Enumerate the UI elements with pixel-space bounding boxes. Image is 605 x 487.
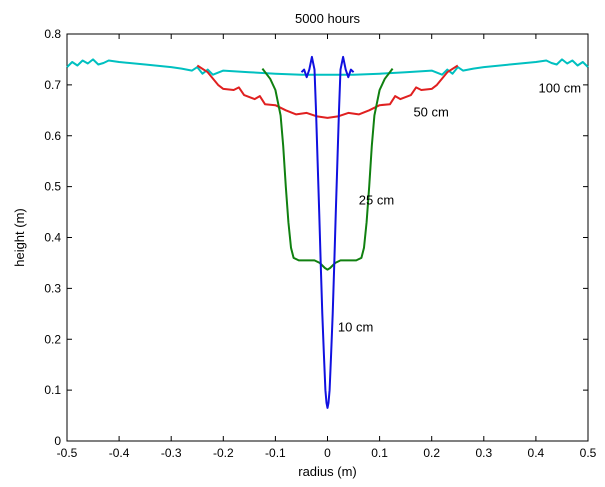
series-line-4 [300, 55, 355, 409]
x-tick-label: -0.1 [265, 446, 286, 460]
series-line-1 [66, 58, 589, 76]
x-axis-label: radius (m) [298, 464, 357, 479]
annotation-layer: 100 cm 50 cm 25 cm 10 cm [338, 81, 581, 335]
x-tick-label: 0 [324, 446, 331, 460]
plot-area [66, 33, 589, 442]
y-tick-label: 0.7 [44, 78, 61, 92]
x-tick-label: 0.1 [371, 446, 388, 460]
x-tick-label: -0.3 [161, 446, 182, 460]
series-line-2 [196, 64, 459, 119]
y-axis-ticks: 0 0.1 0.2 0.3 0.4 0.5 0.6 0.7 0.8 [44, 27, 588, 448]
x-axis-ticks: -0.5 -0.4 -0.3 -0.2 -0.1 0 0.1 0.2 0.3 0.4 0.5 [57, 34, 597, 460]
x-tick-label: 0.4 [528, 446, 545, 460]
annotation-label-1: 100 cm [539, 81, 582, 96]
y-tick-label: 0.6 [44, 129, 61, 143]
series-layer [66, 55, 589, 409]
x-tick-label: 0.2 [423, 446, 440, 460]
x-tick-label: 0.5 [580, 446, 597, 460]
y-tick-label: 0.4 [44, 231, 61, 245]
y-tick-label: 0.5 [44, 180, 61, 194]
y-tick-label: 0.2 [44, 332, 61, 346]
y-axis-label: height (m) [12, 208, 27, 267]
chart-title: 5000 hours [295, 11, 361, 26]
x-tick-label: -0.4 [109, 446, 130, 460]
x-tick-label: -0.5 [57, 446, 78, 460]
annotation-label-2: 50 cm [413, 104, 448, 119]
y-tick-label: 0.3 [44, 281, 61, 295]
annotation-label-4: 10 cm [338, 320, 373, 335]
y-tick-label: 0.8 [44, 27, 61, 41]
y-tick-label: 0.1 [44, 383, 61, 397]
y-tick-label: 0 [54, 434, 61, 448]
annotation-label-3: 25 cm [359, 192, 394, 207]
x-tick-label: 0.3 [475, 446, 492, 460]
x-tick-label: -0.2 [213, 446, 234, 460]
series-line-3 [261, 67, 394, 271]
